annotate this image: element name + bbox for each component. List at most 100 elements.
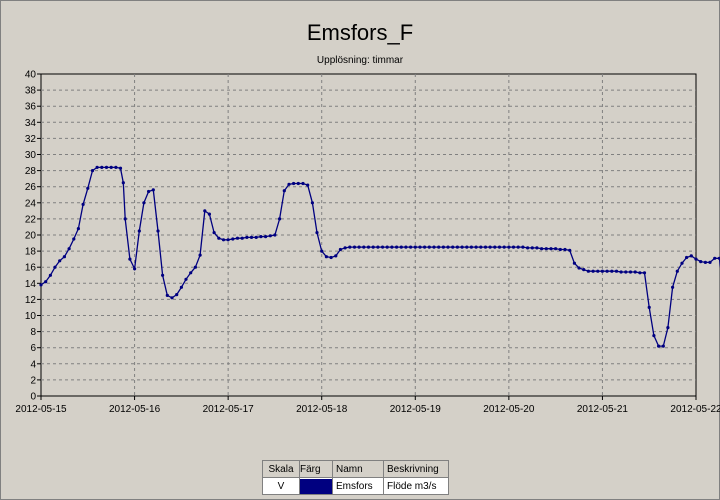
data-point xyxy=(306,183,310,187)
data-point xyxy=(451,245,455,249)
data-point xyxy=(53,265,57,269)
legend-scale: V xyxy=(262,477,300,495)
y-tick-label: 20 xyxy=(25,231,37,242)
y-tick-label: 34 xyxy=(25,118,37,129)
data-point xyxy=(432,245,436,249)
data-point xyxy=(292,181,296,186)
data-point xyxy=(399,245,403,249)
data-point xyxy=(638,271,642,275)
data-point xyxy=(703,260,708,264)
data-point xyxy=(549,247,553,251)
data-point xyxy=(81,202,85,206)
data-point xyxy=(671,285,675,289)
data-point xyxy=(652,334,656,338)
data-point xyxy=(614,269,619,273)
data-point xyxy=(390,245,394,249)
x-tick-label: 2012-05-18 xyxy=(296,404,348,415)
data-point xyxy=(273,233,277,237)
legend-header-description: Beskrivning xyxy=(383,460,449,478)
data-point xyxy=(507,245,511,249)
data-point xyxy=(713,256,717,260)
data-point xyxy=(254,235,258,239)
data-point xyxy=(203,209,207,213)
data-point xyxy=(86,186,90,190)
data-point xyxy=(133,267,137,271)
data-point xyxy=(151,188,155,192)
data-point xyxy=(259,235,263,239)
data-point xyxy=(278,217,282,221)
data-point xyxy=(348,245,352,249)
y-tick-label: 30 xyxy=(25,150,37,161)
data-point xyxy=(540,247,544,251)
data-point xyxy=(610,269,614,273)
y-tick-label: 8 xyxy=(30,327,36,338)
legend-row[interactable]: V Emsfors Flöde m3/s xyxy=(262,477,449,495)
data-point xyxy=(217,236,221,240)
data-point xyxy=(642,271,647,275)
x-tick-label: 2012-05-15 xyxy=(15,404,67,415)
data-point xyxy=(483,245,488,249)
data-point xyxy=(48,273,53,277)
y-tick-label: 2 xyxy=(30,375,36,386)
data-point xyxy=(58,259,62,263)
data-point xyxy=(409,245,413,249)
data-point xyxy=(404,245,408,249)
data-point xyxy=(511,245,516,249)
data-point xyxy=(572,261,577,265)
data-point xyxy=(685,255,689,260)
data-point xyxy=(530,246,534,250)
data-point xyxy=(591,269,595,273)
data-point xyxy=(516,245,520,249)
data-point xyxy=(62,255,66,259)
data-point xyxy=(100,165,104,169)
data-point xyxy=(352,245,357,249)
data-point xyxy=(465,245,469,249)
y-tick-label: 18 xyxy=(25,247,37,258)
y-tick-label: 24 xyxy=(25,198,37,209)
data-point xyxy=(469,245,473,249)
x-axis: 2012-05-15 2012-05-16 2012-05-17 2012-05-18… xyxy=(15,396,720,415)
data-point xyxy=(694,257,698,261)
data-point xyxy=(366,245,371,249)
data-point xyxy=(189,271,193,275)
data-point xyxy=(121,181,125,185)
data-point xyxy=(413,245,417,249)
data-point xyxy=(460,245,464,249)
data-point xyxy=(109,165,113,169)
data-point xyxy=(72,237,76,241)
data-point xyxy=(535,246,539,250)
legend-description: Flöde m3/s xyxy=(383,477,449,495)
data-point xyxy=(320,249,324,253)
data-point xyxy=(334,254,338,258)
data-point xyxy=(142,201,146,205)
y-tick-label: 22 xyxy=(25,214,37,225)
data-point xyxy=(118,166,123,170)
data-point xyxy=(633,270,637,274)
legend-header-name: Namn xyxy=(332,460,384,478)
data-point xyxy=(147,189,151,194)
data-point xyxy=(526,246,530,250)
data-point xyxy=(385,245,389,249)
data-point xyxy=(343,246,347,250)
data-point xyxy=(675,269,679,273)
data-point xyxy=(156,229,160,233)
x-tick-label: 2012-05-22 xyxy=(670,404,720,415)
data-point xyxy=(310,201,314,205)
data-point xyxy=(235,236,240,240)
data-point xyxy=(568,248,572,252)
data-point xyxy=(193,265,197,269)
y-tick-label: 6 xyxy=(30,343,36,354)
data-point xyxy=(90,169,95,173)
data-point xyxy=(137,229,141,233)
y-tick-label: 10 xyxy=(25,311,37,322)
data-point xyxy=(44,280,48,284)
grid xyxy=(41,74,696,396)
data-point xyxy=(123,217,127,221)
data-point xyxy=(249,235,254,239)
data-point xyxy=(95,165,99,169)
data-point xyxy=(474,245,478,249)
data-point xyxy=(619,270,623,274)
x-tick-label: 2012-05-20 xyxy=(483,404,535,415)
data-point xyxy=(600,269,605,273)
data-point xyxy=(212,231,216,235)
